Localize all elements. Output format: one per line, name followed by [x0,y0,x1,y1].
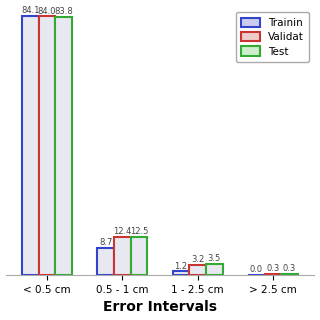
Text: 1.2: 1.2 [174,261,188,270]
Bar [173,271,189,275]
Text: 84.1: 84.1 [21,6,40,15]
Bar [55,17,72,275]
Bar [189,265,206,275]
Text: 0.3: 0.3 [283,264,296,273]
X-axis label: Error Intervals: Error Intervals [103,300,217,315]
Text: 0.3: 0.3 [266,264,280,273]
Bar [206,264,222,275]
Text: 83.8: 83.8 [54,7,73,16]
Text: 3.5: 3.5 [208,254,221,263]
Text: 12.5: 12.5 [130,227,148,236]
Text: 3.2: 3.2 [191,255,204,264]
Bar [281,274,298,275]
Legend: Trainin, Validat, Test: Trainin, Validat, Test [236,12,309,62]
Text: 0.0: 0.0 [250,265,263,274]
Text: 12.4: 12.4 [113,227,132,236]
Text: 8.7: 8.7 [99,238,112,247]
Text: 84.0: 84.0 [38,6,56,15]
Bar [98,248,114,275]
Bar [22,16,39,275]
Bar [39,16,55,275]
Bar [114,237,131,275]
Bar [265,274,281,275]
Bar [131,237,147,275]
